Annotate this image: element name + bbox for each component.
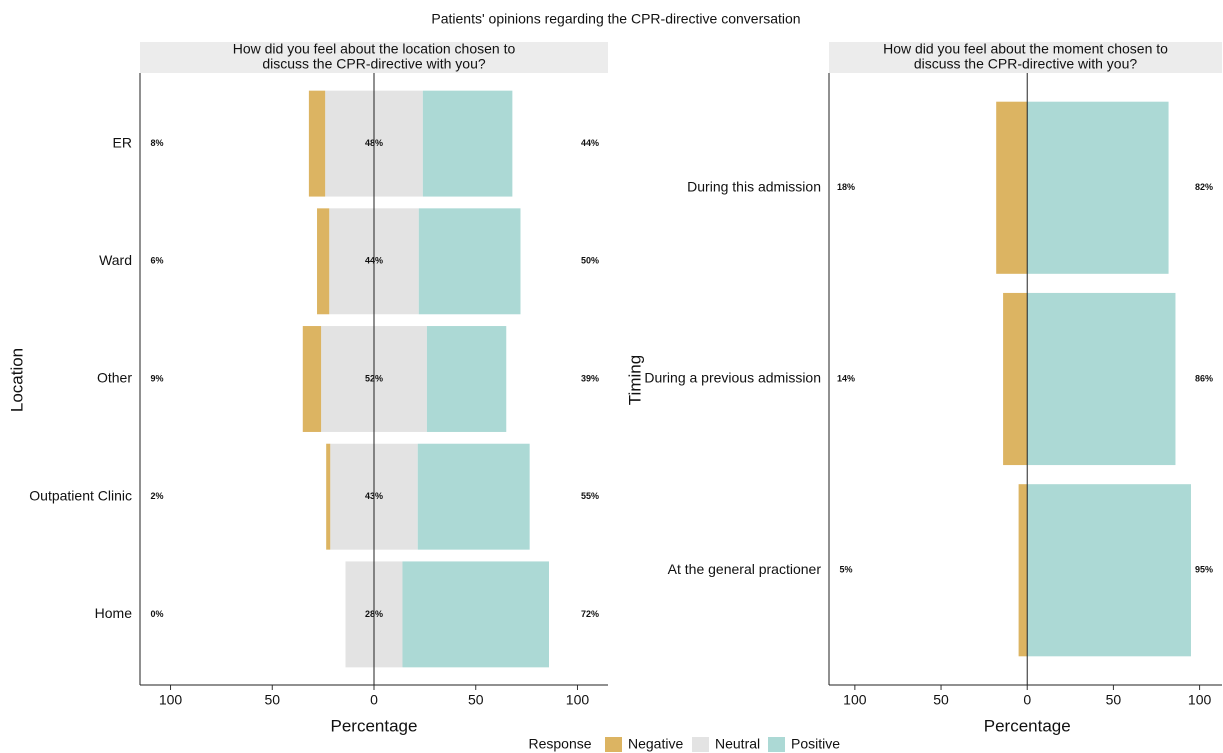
y-axis-title: Timing — [625, 355, 644, 405]
x-tick-label: 0 — [1023, 692, 1031, 708]
panel-title: discuss the CPR-directive with you? — [262, 56, 486, 72]
bar-segment — [1018, 484, 1028, 657]
legend-swatch — [605, 737, 622, 752]
value-label: 95% — [1195, 565, 1213, 575]
bar-segment — [1027, 101, 1169, 274]
y-tick-label: ER — [113, 134, 132, 150]
legend-swatch — [768, 737, 785, 752]
value-label: 0% — [150, 609, 163, 619]
x-tick-label: 100 — [159, 692, 183, 708]
x-tick-label: 100 — [566, 692, 590, 708]
legend-label: Positive — [791, 736, 840, 752]
y-tick-label: During this admission — [687, 178, 821, 194]
panel-title: discuss the CPR-directive with you? — [914, 56, 1138, 72]
bar-segment — [308, 90, 326, 197]
value-label: 8% — [150, 138, 163, 148]
x-tick-label: 50 — [933, 692, 949, 708]
x-axis-title: Percentage — [331, 716, 418, 735]
y-tick-label: Outpatient Clinic — [29, 487, 132, 503]
x-tick-label: 50 — [468, 692, 484, 708]
x-tick-label: 50 — [264, 692, 280, 708]
panel-title: How did you feel about the moment chosen… — [883, 41, 1168, 57]
y-tick-label: At the general practioner — [668, 561, 822, 577]
value-label: 5% — [839, 565, 852, 575]
y-tick-label: Other — [97, 370, 132, 386]
value-label: 72% — [581, 609, 599, 619]
value-label: 14% — [837, 373, 855, 383]
value-label: 18% — [837, 182, 855, 192]
chart-title: Patients' opinions regarding the CPR-dir… — [431, 11, 800, 27]
value-label: 44% — [581, 138, 599, 148]
value-label: 39% — [581, 373, 599, 383]
bar-segment — [418, 208, 521, 315]
value-label: 82% — [1195, 182, 1213, 192]
y-tick-label: Ward — [99, 252, 132, 268]
legend-label: Neutral — [715, 736, 760, 752]
bar-segment — [1003, 292, 1028, 466]
panel-strip — [829, 42, 1222, 73]
bar-segment — [417, 443, 530, 550]
bar-segment — [422, 90, 513, 197]
value-label: 50% — [581, 256, 599, 266]
value-label: 2% — [150, 491, 163, 501]
y-axis-title: Location — [7, 348, 26, 412]
x-axis-title: Percentage — [984, 716, 1071, 735]
value-label: 6% — [150, 256, 163, 266]
legend-label: Negative — [628, 736, 683, 752]
bar-segment — [426, 326, 507, 432]
legend-swatch — [692, 737, 709, 752]
panel-strip — [140, 42, 608, 73]
value-label: 55% — [581, 491, 599, 501]
bar-segment — [1027, 292, 1176, 466]
bar-segment — [1027, 484, 1191, 657]
panel-title: How did you feel about the location chos… — [233, 41, 516, 57]
x-tick-label: 100 — [1188, 692, 1212, 708]
x-tick-label: 100 — [843, 692, 867, 708]
bar-segment — [326, 443, 331, 550]
x-tick-label: 0 — [370, 692, 378, 708]
y-tick-label: During a previous admission — [644, 370, 821, 386]
bar-segment — [996, 101, 1028, 274]
y-tick-label: Home — [95, 605, 133, 621]
legend-title: Response — [528, 736, 591, 752]
bar-segment — [302, 326, 322, 432]
bar-segment — [317, 208, 330, 315]
x-tick-label: 50 — [1106, 692, 1122, 708]
value-label: 86% — [1195, 373, 1213, 383]
value-label: 9% — [150, 373, 163, 383]
bar-segment — [402, 561, 549, 668]
